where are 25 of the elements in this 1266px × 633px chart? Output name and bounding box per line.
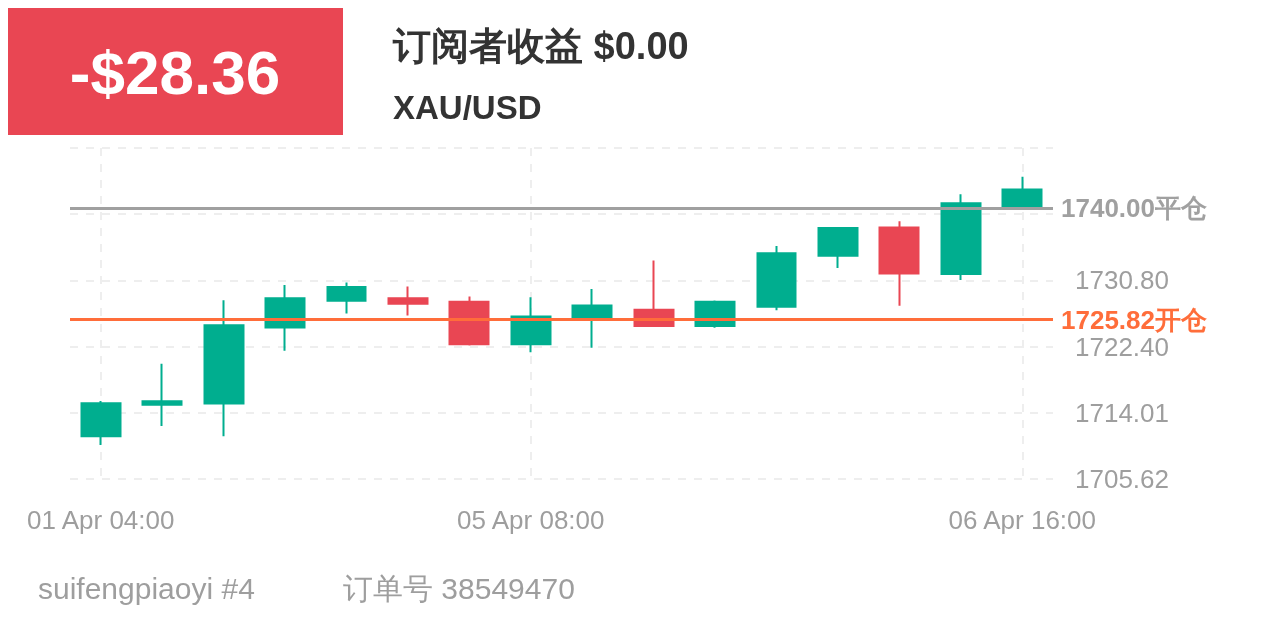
candlestick — [264, 284, 306, 352]
chart-subtitle: XAU/USD — [393, 89, 542, 126]
candlestick — [141, 362, 183, 427]
candlestick — [387, 285, 429, 317]
y-tick-label: 1705.62 — [1075, 464, 1169, 494]
candlestick — [756, 245, 797, 312]
candlestick — [80, 399, 122, 446]
text: -$28.36 — [69, 37, 281, 107]
candlestick — [817, 226, 859, 269]
ref-line-label: 1725.82开仓 — [1061, 304, 1207, 335]
y-tick-label: 1714.01 — [1075, 397, 1169, 428]
candlestick — [326, 281, 367, 315]
x-tick-label: 06 Apr 16:00 — [948, 505, 1097, 535]
y-tick-label: 1730.80 — [1075, 265, 1169, 296]
x-tick-label: 05 Apr 08:00 — [457, 505, 605, 535]
candlestick — [448, 295, 490, 347]
candlestick — [940, 193, 982, 281]
candlestick — [1001, 175, 1043, 208]
text: suifengpiaoyi #4 — [38, 571, 255, 605]
ref-line-label: 1740.00平仓 — [1061, 192, 1207, 223]
candlestick — [878, 220, 920, 307]
x-tick-label: 01 Apr 04:00 — [26, 505, 175, 535]
text: 订单号 38549470 — [343, 571, 575, 605]
candlestick — [203, 299, 245, 438]
chart-title: 订阅者收益 $0.00 — [392, 25, 689, 67]
